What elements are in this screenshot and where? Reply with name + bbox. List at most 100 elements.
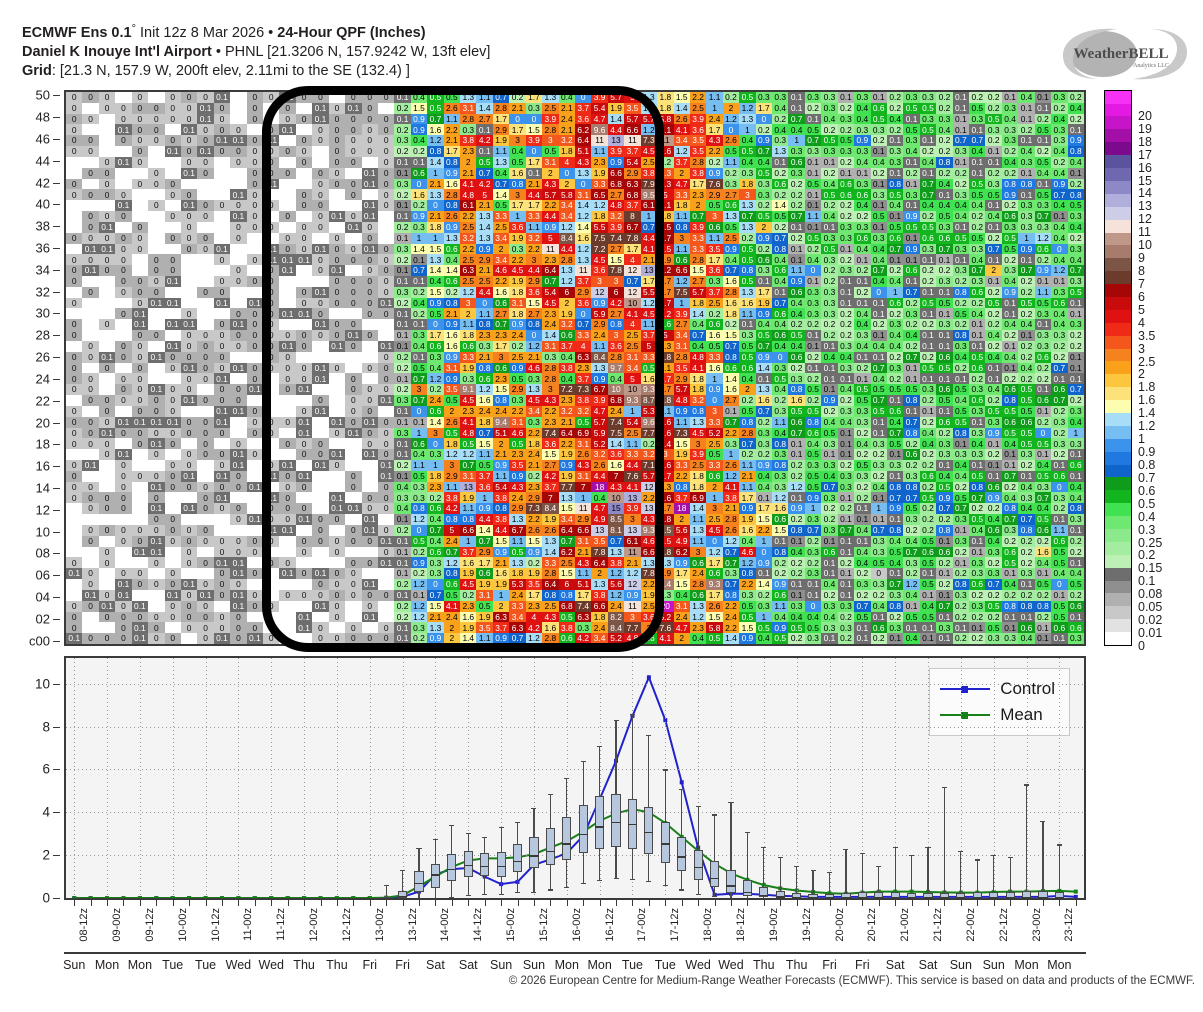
heatmap-cell: 1.3 <box>591 579 608 590</box>
heatmap-cell: 3.6 <box>476 481 493 493</box>
heatmap-cell: 0.8 <box>673 481 690 493</box>
heatmap-cell: 0.1 <box>985 200 1002 212</box>
heatmap-cell: 0 <box>66 297 83 309</box>
heatmap-cell: 0.1 <box>936 459 953 471</box>
heatmap-cell: 0.5 <box>804 384 822 396</box>
colorbar-tick-label: 20 <box>1138 108 1152 123</box>
heatmap-cell: 0 <box>377 243 395 255</box>
heatmap-cell: 0.2 <box>1034 416 1052 428</box>
heatmap-cell: 0.1 <box>1051 514 1068 525</box>
heatmap-cell: 1.4 <box>427 156 444 168</box>
heatmap-cell: 0 <box>82 568 99 580</box>
heatmap-cell: 0.1 <box>1001 449 1019 460</box>
heatmap-cell: 0.1 <box>115 579 132 590</box>
heatmap-cell: 7.3 <box>640 135 658 147</box>
heatmap-cell: 0.3 <box>969 600 986 612</box>
heatmap-cell: 6.7 <box>624 221 641 233</box>
series-marker <box>88 896 93 898</box>
heatmap-cell: 0 <box>82 232 99 244</box>
heatmap-cell: 0.1 <box>772 286 789 298</box>
heatmap-cell: 4.4 <box>476 286 493 298</box>
heatmap-cell: 0.2 <box>821 330 838 341</box>
heatmap-cell: 0.5 <box>1034 438 1052 450</box>
boxplot-box <box>545 658 555 898</box>
heatmap-cell: 4.2 <box>575 633 592 644</box>
legend-item-mean[interactable]: Mean <box>940 702 1055 728</box>
heatmap-cell <box>98 146 116 157</box>
heatmap-cell: 0.3 <box>755 189 773 201</box>
heatmap-cell: 8.4 <box>607 622 625 634</box>
heatmap-cell: 0 <box>361 254 378 266</box>
heatmap-cell: 0.1 <box>821 373 838 385</box>
heatmap-cell: 0.7 <box>919 189 937 201</box>
heatmap-cell: 0.1 <box>985 156 1002 168</box>
heatmap-cell: 0.4 <box>772 340 789 352</box>
heatmap-cell: 1.8 <box>591 611 608 623</box>
heatmap-y-tick-label: 28 <box>35 327 50 343</box>
heatmap-cell: 0.5 <box>476 459 493 471</box>
series-marker <box>318 896 323 898</box>
heatmap-cell: 0.9 <box>1001 286 1019 298</box>
heatmap-cell: 0 <box>377 503 395 515</box>
heatmap-cell: 0 <box>148 611 165 623</box>
ensemble-member-heatmap[interactable]: 0 0 0 0 0 0 0 0.1 0 0 0.1 0 0 0 0 0 0.1 0.4 0.5 0.5 1.3 1.1 0.… <box>64 90 1086 646</box>
heatmap-cell <box>246 459 264 471</box>
heatmap-cell: 0.3 <box>722 438 740 450</box>
heatmap-cell: 3.1 <box>509 297 526 309</box>
heatmap-cell: 0.3 <box>886 156 904 168</box>
heatmap-cell: 4.5 <box>657 535 674 547</box>
heatmap-cell: 0 <box>82 221 99 233</box>
heatmap-cell: 0.3 <box>1018 221 1035 233</box>
day-label: Thu <box>293 958 315 972</box>
heatmap-cell: 0.1 <box>870 308 887 320</box>
heatmap-cell: 0 <box>230 200 247 212</box>
heatmap-cell: 2.1 <box>460 167 477 179</box>
heatmap-y-tick-label: 24 <box>35 371 50 387</box>
ensemble-boxplot-chart[interactable]: Control Mean <box>64 656 1086 900</box>
heatmap-cell: 0.1 <box>295 427 313 439</box>
heatmap-cell: 6.6 <box>640 546 658 558</box>
heatmap-cell: 0.1 <box>66 568 83 580</box>
heatmap-cell: 13 <box>607 135 625 147</box>
heatmap-cell: 0.3 <box>870 232 887 244</box>
boxplot-whisker <box>631 713 634 879</box>
heatmap-cell: 6.4 <box>558 524 575 536</box>
heatmap-y-tick <box>53 291 60 293</box>
heatmap-cell: 0.1 <box>886 211 904 222</box>
heatmap-cell: 2.9 <box>575 514 592 525</box>
heatmap-cell: 0.7 <box>542 275 559 287</box>
heatmap-cell: 0 <box>361 221 378 233</box>
heatmap-cell: 0.1 <box>312 102 329 114</box>
heatmap-cell: 0.9 <box>427 633 444 644</box>
heatmap-cell: 0.5 <box>936 362 953 374</box>
heatmap-cell <box>148 459 165 471</box>
heatmap-cell <box>213 600 231 612</box>
heatmap-cell: 1 <box>722 449 740 460</box>
heatmap-cell: 2.8 <box>460 113 477 125</box>
heatmap-cell: 0.2 <box>706 308 723 320</box>
colorbar-tick-label: 0 <box>1138 639 1145 653</box>
heatmap-cell: 0.1 <box>312 362 329 374</box>
heatmap-cell: 0.1 <box>903 373 920 385</box>
heatmap-cell: 0.4 <box>854 102 871 114</box>
heatmap-cell: 0.3 <box>837 340 855 352</box>
heatmap-cell: 1.9 <box>640 589 658 601</box>
heatmap-cell: 0.3 <box>903 135 920 147</box>
heatmap-cell: 0 <box>197 492 214 504</box>
heatmap-cell: 0.9 <box>476 243 493 255</box>
heatmap-cell: 0.2 <box>394 254 411 266</box>
boxplot-whisker-cap <box>778 898 783 899</box>
heatmap-cell: 0.1 <box>148 503 165 515</box>
heatmap-cell: 0.6 <box>410 167 428 179</box>
heatmap-cell <box>148 373 165 385</box>
x-tick-label: 16-12z <box>603 908 616 942</box>
heatmap-cell: 0 <box>345 286 362 298</box>
heatmap-cell <box>328 308 346 320</box>
heatmap-cell: 0 <box>98 557 116 569</box>
heatmap-cell: 1.3 <box>525 384 543 396</box>
gridline-vertical <box>271 658 273 898</box>
boxplot-whisker-cap <box>843 848 849 850</box>
heatmap-cell: 0.2 <box>1034 611 1052 623</box>
heatmap-cell: 0 <box>312 167 329 179</box>
heatmap-cell: 4.4 <box>607 124 625 136</box>
